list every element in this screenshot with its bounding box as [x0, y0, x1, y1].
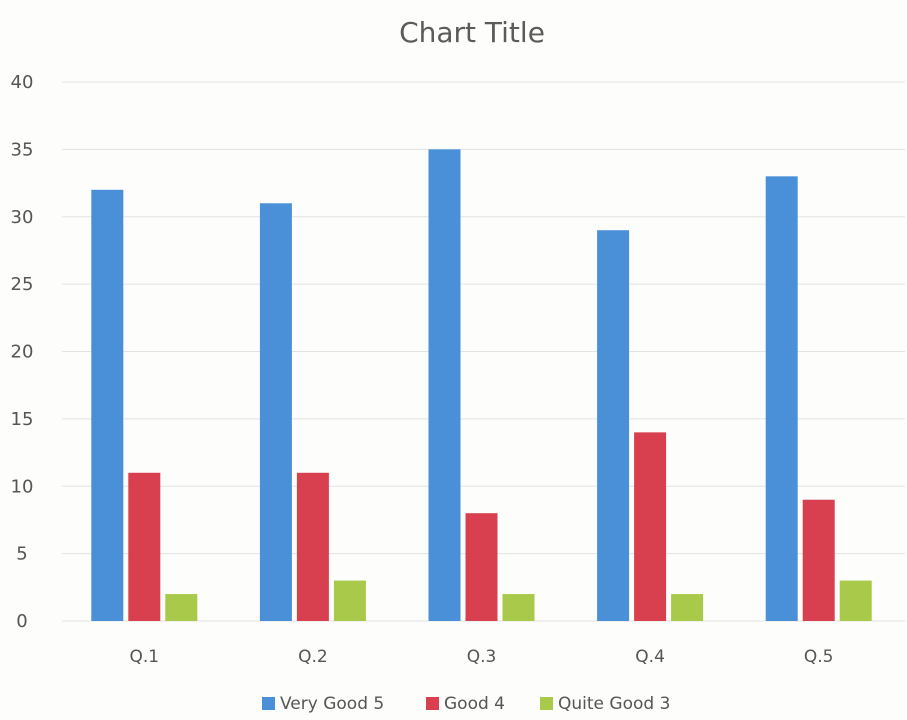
bar-quite-good-3-q2: [333, 580, 366, 621]
x-category-label: Q.2: [298, 647, 328, 667]
y-tick-label: 10: [11, 476, 34, 497]
bar-quite-good-3-q5: [839, 580, 872, 621]
y-tick-label: 25: [11, 274, 34, 295]
y-tick-label: 0: [16, 611, 27, 632]
bar-very-good-5-q1: [91, 189, 124, 622]
x-category-label: Q.1: [129, 647, 159, 667]
bar-good-4-q4: [634, 432, 667, 621]
x-category-label: Q.3: [467, 647, 497, 667]
y-tick-label: 30: [11, 207, 34, 228]
legend: Very Good 5 Good 4 Quite Good 3: [262, 694, 670, 714]
gridlines: [62, 81, 905, 622]
x-category-label: Q.5: [804, 647, 834, 667]
y-tick-label: 40: [11, 72, 34, 93]
bar-very-good-5-q4: [597, 230, 630, 621]
x-axis-categories: Q.1 Q.2 Q.3 Q.4 Q.5: [129, 647, 833, 667]
bar-very-good-5-q5: [765, 176, 798, 621]
legend-swatch: [262, 697, 275, 710]
y-tick-label: 15: [11, 409, 34, 430]
bar-good-4-q3: [465, 513, 498, 621]
y-tick-label: 5: [16, 544, 27, 565]
y-tick-label: 35: [11, 139, 34, 160]
bars: [91, 149, 872, 622]
bar-quite-good-3-q4: [671, 594, 704, 621]
legend-label: Quite Good 3: [558, 694, 670, 714]
bar-good-4-q5: [802, 499, 835, 621]
legend-swatch: [426, 697, 439, 710]
y-tick-label: 20: [11, 342, 34, 363]
legend-label: Very Good 5: [280, 694, 384, 714]
legend-swatch: [540, 697, 553, 710]
chart-title: Chart Title: [399, 16, 545, 49]
bar-good-4-q1: [128, 472, 161, 621]
legend-label: Good 4: [444, 694, 505, 714]
y-axis-ticks: 0 5 10 15 20 25 30 35 40: [11, 72, 34, 632]
bar-quite-good-3-q1: [165, 594, 198, 621]
bar-quite-good-3-q3: [502, 594, 535, 621]
bar-good-4-q2: [296, 472, 329, 621]
bar-very-good-5-q2: [259, 203, 292, 621]
x-category-label: Q.4: [635, 647, 665, 667]
bar-very-good-5-q3: [428, 149, 461, 621]
